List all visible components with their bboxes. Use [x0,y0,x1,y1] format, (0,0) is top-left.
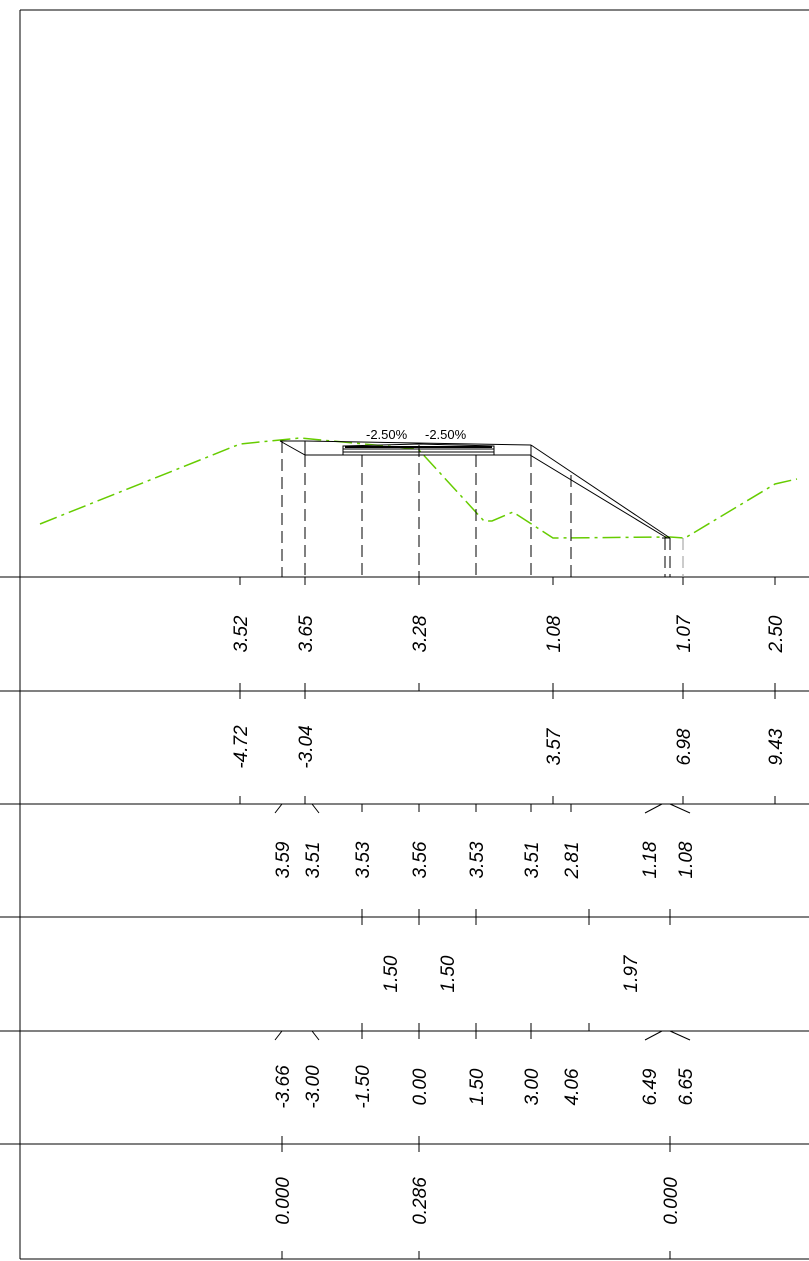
row-1-value: 1.08 [544,615,565,652]
row-1-value: 2.50 [766,615,787,653]
value-labels: 3.52 3.65 3.28 1.08 1.07 2.50 -4.72 -3.04 3.57 6.… [231,614,787,1225]
row-4-value: 1.97 [621,954,642,992]
row-3-value: 1.18 [640,841,661,878]
projection-lines [281,441,684,577]
row-2-value: -4.72 [231,725,252,769]
row-2-value: 6.98 [674,728,695,765]
row-5-value: 6.65 [676,1068,697,1105]
row-2-value: -3.04 [296,725,317,768]
row-6-value: 0.000 [273,1177,294,1225]
slope-label-left: -2.50% [366,427,408,442]
row-6-value: 0.286 [410,1177,431,1225]
drawing-frame [19,9,809,1260]
row-3-value: 3.56 [410,841,431,878]
row-5-value: 0.00 [410,1068,431,1105]
row-2-value: 3.57 [544,727,565,765]
road-embankment [279,440,671,539]
row-1-value: 1.07 [674,614,695,652]
row-5-value: -1.50 [353,1065,374,1109]
row-3-value: 1.08 [676,841,697,878]
row-5-value: 3.00 [522,1068,543,1105]
row-3-value: 2.81 [562,842,583,880]
row-3-value: 3.53 [353,841,374,878]
row-4-value: 1.50 [438,955,459,992]
table-grid [0,576,809,1145]
row-5-value: -3.66 [273,1065,294,1109]
row-1-value: 3.28 [410,615,431,652]
row-3-value: 3.53 [467,841,488,878]
row-2-value: 9.43 [766,728,787,765]
row-5-value: -3.00 [303,1065,324,1109]
row-5-value: 6.49 [640,1068,661,1105]
row-3-value: 3.51 [303,842,324,879]
row-1-value: 3.65 [296,615,317,652]
row-6-value: 0.000 [661,1177,682,1225]
row-5-value: 1.50 [467,1068,488,1105]
ground-line [39,437,798,539]
row-5-value: 4.06 [562,1068,583,1105]
slope-label-right: -2.50% [425,427,467,442]
row-3-value: 3.59 [273,841,294,878]
row-1-value: 3.52 [231,615,252,652]
row-4-value: 1.50 [381,955,402,992]
tick-marks [239,577,776,1259]
row-3-value: 3.51 [522,842,543,879]
